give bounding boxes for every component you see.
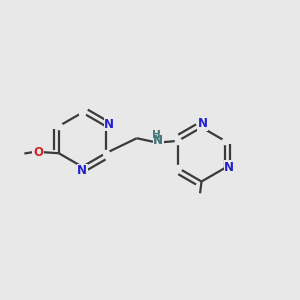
Text: N: N [197,117,207,130]
Text: N: N [153,134,163,147]
Text: N: N [104,118,114,131]
Text: H: H [152,130,160,140]
Text: N: N [224,160,234,174]
Text: H: H [152,130,160,140]
Text: N: N [153,134,163,147]
Text: O: O [33,146,43,159]
Text: N: N [77,164,87,177]
